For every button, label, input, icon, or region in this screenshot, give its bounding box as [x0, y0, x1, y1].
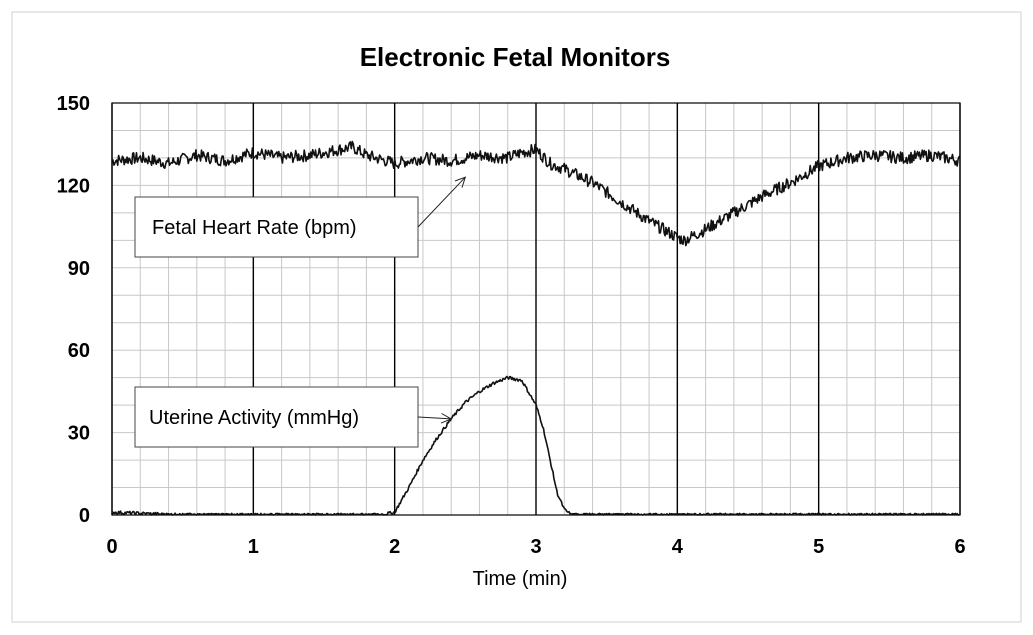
fhr-arrow-head — [454, 176, 467, 188]
fhr-annotation-arrow — [417, 176, 466, 228]
fhr-annotation-box — [134, 196, 419, 258]
x-tick-label: 0 — [106, 536, 117, 558]
y-tick-label: 150 — [57, 93, 90, 115]
series-lines — [111, 140, 961, 516]
fetal-heart-rate-line — [111, 140, 961, 247]
y-tick-label: 90 — [68, 258, 90, 280]
y-tick-label: 60 — [68, 340, 90, 362]
uterine-activity-line — [111, 375, 961, 516]
x-tick-label: 1 — [248, 536, 259, 558]
y-tick-label: 30 — [68, 423, 90, 445]
ua-annotation-arrow — [417, 416, 452, 420]
chart-title: Electronic Fetal Monitors — [360, 42, 671, 72]
annotations: Fetal Heart Rate (bpm) Uterine Activity … — [134, 176, 467, 448]
ua-annotation-box — [134, 386, 419, 448]
y-axis: 0 30 60 90 120 150 — [57, 93, 90, 527]
y-tick-label: 0 — [79, 505, 90, 527]
ua-annotation-label: Uterine Activity (mmHg) — [149, 407, 359, 429]
x-tick-label: 6 — [954, 536, 965, 558]
ua-arrow-head — [440, 413, 453, 424]
x-axis-label: Time (min) — [473, 568, 568, 590]
x-tick-label: 4 — [672, 536, 684, 558]
x-tick-label: 3 — [530, 536, 541, 558]
x-tick-label: 5 — [813, 536, 824, 558]
fhr-annotation-label: Fetal Heart Rate (bpm) — [152, 217, 357, 239]
chart-border — [11, 11, 1022, 623]
plot-area — [111, 102, 961, 516]
x-tick-label: 2 — [389, 536, 400, 558]
y-tick-label: 120 — [57, 175, 90, 197]
x-axis: 0 1 2 3 4 5 6 — [106, 536, 965, 558]
